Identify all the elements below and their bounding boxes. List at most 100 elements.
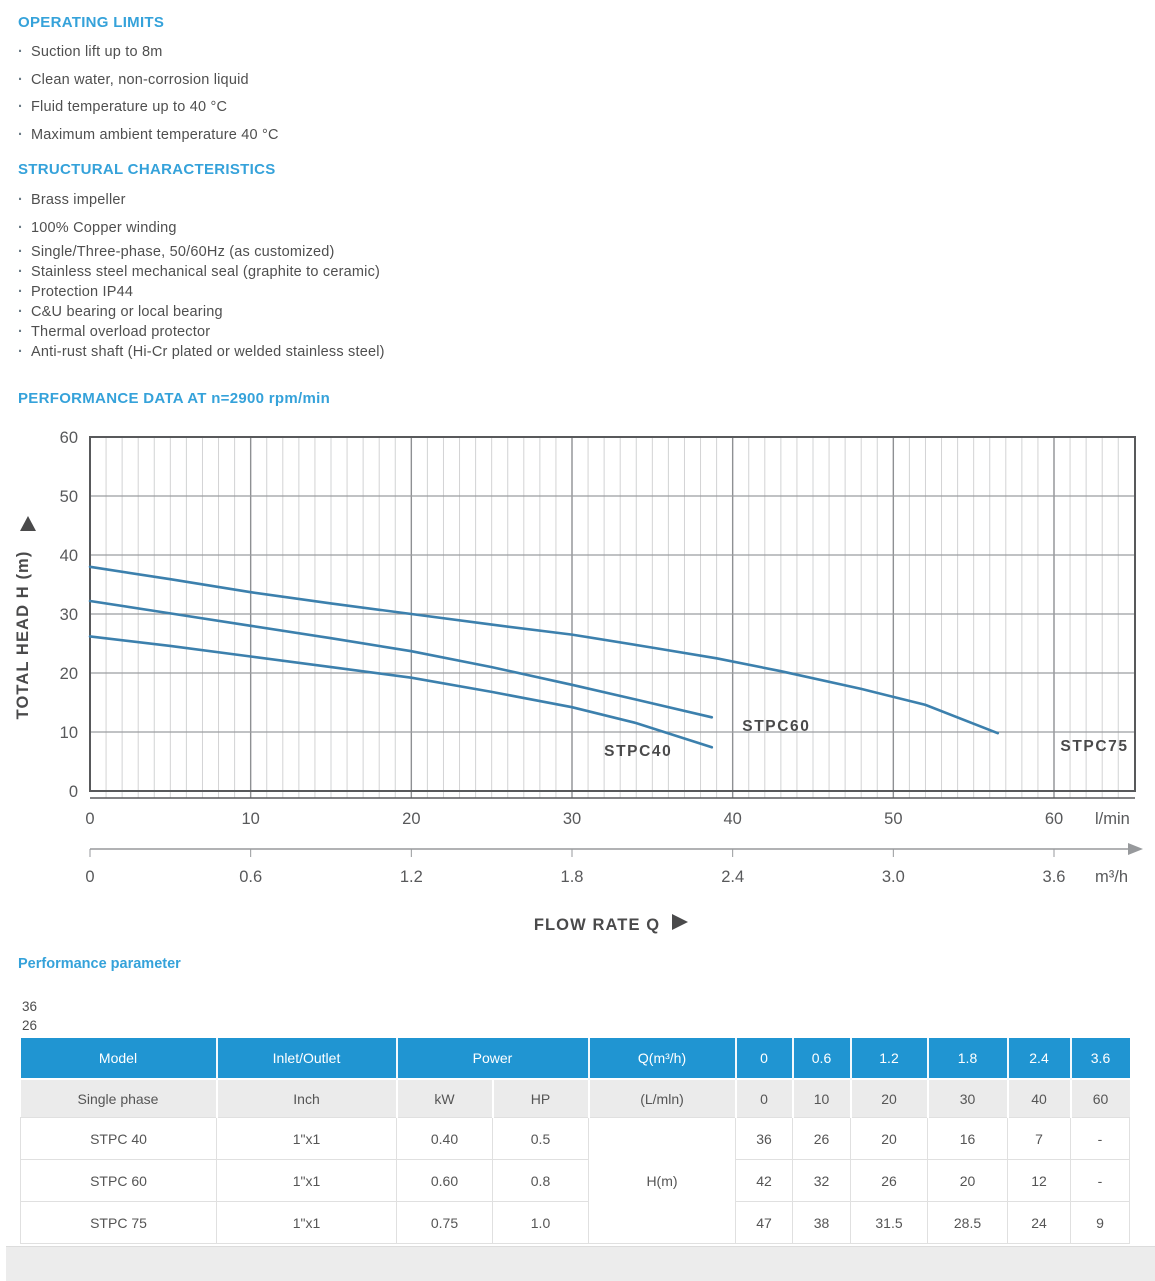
list-item: Suction lift up to 8m	[18, 43, 778, 62]
cell-inlet-outlet: 1"x1	[216, 1159, 397, 1202]
x-tick-label: 0	[85, 810, 94, 828]
spec-list: Suction lift up to 8m Clean water, non-co…	[18, 43, 778, 145]
performance-parameter-heading: Performance parameter	[18, 956, 181, 972]
x2-tick-label: 3.0	[882, 868, 905, 886]
cell-model: STPC 40	[20, 1117, 217, 1160]
cell-head-value: 47	[735, 1201, 793, 1244]
y-tick-label: 20	[60, 665, 78, 683]
performance-table: Model Inlet/Outlet Power Q(m³/h) 0 0.6 1.2 1.8 2…	[20, 1038, 1130, 1244]
cell-inlet-outlet: 1"x1	[216, 1117, 397, 1160]
y-axis-title: TOTAL HEAD H (m)	[14, 551, 32, 720]
bottom-band	[6, 1246, 1155, 1281]
y-tick-label: 10	[60, 724, 78, 742]
cell-head-value: 28.5	[927, 1201, 1008, 1244]
x2-tick-label: 0.6	[239, 868, 262, 886]
section-heading: STRUCTURAL CHARACTERISTICS	[18, 161, 276, 178]
chart-heading-block: PERFORMANCE DATA AT n=2900 rpm/min	[18, 390, 330, 407]
cell-inlet-outlet: 1"x1	[216, 1201, 397, 1244]
cell-head-unit: H(m)	[588, 1117, 736, 1244]
cell-head-value: 7	[1007, 1117, 1071, 1160]
y-tick-label: 50	[60, 488, 78, 506]
col-subheader: kW	[396, 1078, 494, 1118]
y-tick-label: 0	[69, 783, 78, 801]
col-header-flow: 1.8	[927, 1038, 1009, 1079]
cell-head-value: 38	[792, 1201, 851, 1244]
cell-head-value: 36	[735, 1117, 793, 1160]
list-item: Brass impeller	[18, 190, 778, 210]
stray-value: 26	[22, 1017, 38, 1033]
curve-STPC75	[88, 565, 1000, 735]
plot-border	[89, 436, 1136, 792]
spec-list: Brass impeller 100% Copper winding Single/…	[18, 190, 778, 362]
cell-head-value: 26	[850, 1159, 928, 1202]
cell-head-value: 31.5	[850, 1201, 928, 1244]
curve-STPC60	[88, 599, 714, 719]
col-header-flow: 3.6	[1070, 1038, 1130, 1079]
y-tick-label: 60	[60, 429, 78, 447]
list-item: Thermal overload protector	[18, 322, 778, 342]
cell-power-kw: 0.60	[396, 1159, 493, 1202]
list-item: C&U bearing or local bearing	[18, 302, 778, 322]
cell-head-value: 20	[850, 1117, 928, 1160]
table-row: STPC 60 1"x1 0.60 0.8 42 32 26 20 12-	[20, 1159, 1130, 1202]
cell-power-kw: 0.75	[396, 1201, 493, 1244]
col-subheader: 30	[927, 1078, 1009, 1118]
list-item: Protection IP44	[18, 282, 778, 302]
curve-label-STPC40: STPC40	[604, 743, 672, 760]
curve-label-STPC60: STPC60	[742, 718, 810, 735]
cell-power-hp: 0.8	[492, 1159, 589, 1202]
x2-axis-unit: m³/h	[1095, 868, 1128, 886]
x-tick-label: 60	[1045, 810, 1063, 828]
list-item: Stainless steel mechanical seal (graphit…	[18, 262, 778, 282]
cell-head-value: -	[1070, 1117, 1130, 1160]
stray-value: 36	[22, 999, 38, 1014]
list-item: Single/Three-phase, 50/60Hz (as customiz…	[18, 242, 778, 262]
cell-head-value: 16	[927, 1117, 1008, 1160]
cell-model: STPC 75	[20, 1201, 217, 1244]
col-subheader: 0	[735, 1078, 794, 1118]
cell-head-value: 42	[735, 1159, 793, 1202]
flow-arrow-icon	[672, 914, 688, 930]
head-arrow-icon	[20, 516, 36, 531]
performance-chart: 0 10 20 30 40 50 60 0 10 20 30 40 50 60 l/min 0 0.6 1.2 1.…	[14, 429, 1143, 934]
chart-heading: PERFORMANCE DATA AT n=2900 rpm/min	[18, 390, 331, 407]
cell-head-value: 12	[1007, 1159, 1071, 1202]
col-subheader: 60	[1070, 1078, 1130, 1118]
section-structural-characteristics: STRUCTURAL CHARACTERISTICS Brass impelle…	[18, 161, 778, 362]
cell-power-hp: 0.5	[492, 1117, 589, 1160]
col-header-flow: 2.4	[1007, 1038, 1072, 1079]
list-item: Fluid temperature up to 40 °C	[18, 98, 778, 117]
col-subheader: HP	[492, 1078, 590, 1118]
col-subheader: Single phase	[20, 1078, 218, 1118]
curve-label-STPC75: STPC75	[1060, 738, 1128, 755]
col-header-inlet-outlet: Inlet/Outlet	[216, 1038, 398, 1079]
curve-STPC40	[88, 635, 714, 749]
x-tick-label: 10	[241, 810, 259, 828]
col-header-model: Model	[20, 1038, 218, 1079]
col-subheader: 40	[1007, 1078, 1072, 1118]
section-heading: OPERATING LIMITS	[18, 14, 165, 31]
cell-head-value: 26	[792, 1117, 851, 1160]
col-header-flow: 0	[735, 1038, 794, 1079]
cell-power-hp: 1.0	[492, 1201, 589, 1244]
x2-tick-label: 1.2	[400, 868, 423, 886]
x-tick-label: 40	[723, 810, 741, 828]
x-tick-label: 50	[884, 810, 902, 828]
list-item: 100% Copper winding	[18, 218, 778, 238]
x-axis-title: FLOW RATE Q	[534, 916, 660, 934]
x2-tick-label: 1.8	[561, 868, 584, 886]
cell-head-value: 32	[792, 1159, 851, 1202]
col-header-flow: 0.6	[792, 1038, 852, 1079]
col-subheader: (L/mln)	[588, 1078, 737, 1118]
stray-values: 36 26	[22, 998, 37, 1035]
cell-head-value: 20	[927, 1159, 1008, 1202]
cell-head-value: 24	[1007, 1201, 1071, 1244]
list-item: Anti-rust shaft (Hi-Cr plated or welded …	[18, 342, 778, 362]
x2-tick-label: 3.6	[1043, 868, 1066, 886]
col-header-flow: 1.2	[850, 1038, 929, 1079]
cell-model: STPC 60	[20, 1159, 217, 1202]
x2-tick-label: 0	[85, 868, 94, 886]
col-subheader: 20	[850, 1078, 929, 1118]
performance-parameter-block: Performance parameter	[18, 956, 181, 972]
